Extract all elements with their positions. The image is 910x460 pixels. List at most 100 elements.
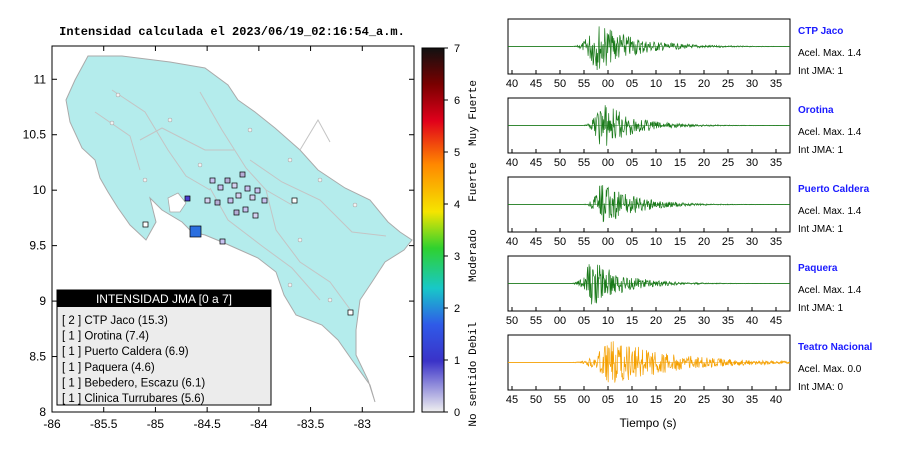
waveform-tick-label: 45 <box>530 78 542 90</box>
waveform-tick-label: 00 <box>602 157 614 169</box>
waveform-tick-label: 25 <box>722 236 734 248</box>
legend-header <box>57 290 271 307</box>
waveform-tick-label: 00 <box>578 394 590 406</box>
waveform-tick-label: 30 <box>698 315 710 327</box>
legend-title: INTENSIDAD JMA [0 a 7] <box>96 292 232 306</box>
waveform-panel: 40 45 50 55 00 05 10 15 20 25 30 35 Puerto Caldera Ac… <box>506 176 870 248</box>
station-marker <box>242 206 249 213</box>
colorbar-tick-label: 4 <box>454 199 460 211</box>
station-max-accel: Acel. Max. 1.4 <box>798 48 862 59</box>
waveform-tick-label: 45 <box>506 394 518 406</box>
waveform-tick-label: 25 <box>698 394 710 406</box>
waveform-tick-label: 55 <box>578 157 590 169</box>
colorbar-tick-label: 0 <box>454 407 460 419</box>
station-max-accel: Acel. Max. 1.4 <box>798 206 862 217</box>
waveform-tick-label: 05 <box>626 236 638 248</box>
station-marker <box>214 199 221 206</box>
station-intensity: Int JMA: 1 <box>798 224 843 235</box>
colorbar-ticks: 7 6 5 4 3 2 1 0 <box>444 43 460 419</box>
waveform-tick-label: 10 <box>626 394 638 406</box>
lat-tick-label: 10 <box>33 183 47 197</box>
waveform-panel: 40 45 50 55 00 05 10 15 20 25 30 35 CTP Jaco Acel. Ma… <box>506 18 862 90</box>
waveform-tick-label: 20 <box>698 157 710 169</box>
lat-tick-label: 9 <box>39 294 46 308</box>
colorbar-gradient <box>421 47 445 413</box>
waveform-trace <box>508 26 791 71</box>
waveform-tick-label: 30 <box>722 394 734 406</box>
intensity-colorbar: 7 6 5 4 3 2 1 0 Muy Fuerte Fuerte Moderado Debil No… <box>421 43 480 427</box>
station-ctp-jaco <box>189 225 202 238</box>
station-marker <box>261 197 268 204</box>
waveform-tick-label: 45 <box>770 315 782 327</box>
colorbar-label: No sentido <box>468 361 480 427</box>
waveform-tick-label: 35 <box>746 394 758 406</box>
waveform-tick-label: 55 <box>530 315 542 327</box>
waveform-trace <box>508 264 790 305</box>
station-marker <box>347 309 354 316</box>
waveform-tick-label: 05 <box>626 78 638 90</box>
waveform-tick-label: 45 <box>530 157 542 169</box>
waveform-tick-label: 40 <box>506 157 518 169</box>
waveform-tick-label: 45 <box>530 236 542 248</box>
colorbar-tick-label: 1 <box>454 355 460 367</box>
waveform-tick-label: 35 <box>722 315 734 327</box>
station-marker <box>244 185 251 192</box>
legend-item: [ 1 ] Orotina (7.4) <box>62 331 149 343</box>
station-name: Puerto Caldera <box>798 184 870 195</box>
legend-item: [ 1 ] Paquera (4.6) <box>62 362 155 374</box>
waveform-tick-label: 50 <box>530 394 542 406</box>
waveform-tick-label: 10 <box>650 78 662 90</box>
station-marker <box>239 171 246 178</box>
waveform-tick-label: 30 <box>746 236 758 248</box>
waveform-tick-label: 35 <box>770 157 782 169</box>
waveform-tick-label: 30 <box>746 157 758 169</box>
waveform-tick-label: 35 <box>770 236 782 248</box>
waveform-tick-label: 15 <box>626 315 638 327</box>
legend-item: [ 1 ] Bebedero, Escazu (6.1) <box>62 377 205 389</box>
waveform-tick-label: 50 <box>554 78 566 90</box>
colorbar-label: Moderado <box>468 229 480 282</box>
colorbar-tick-label: 7 <box>454 43 460 55</box>
waveform-tick-label: 05 <box>578 315 590 327</box>
town-markers <box>109 92 358 303</box>
colorbar-tick-label: 6 <box>454 95 460 107</box>
waveform-tick-label: 15 <box>674 236 686 248</box>
waveform-tick-label: 15 <box>674 78 686 90</box>
station-marker <box>291 197 298 204</box>
waveform-tick-label: 30 <box>746 78 758 90</box>
waveform-tick-label: 00 <box>554 315 566 327</box>
station-marker <box>204 197 211 204</box>
legend-items: [ 2 ] CTP Jaco (15.3) [ 1 ] Orotina (7.4)… <box>62 315 205 405</box>
lat-tick-label: 8 <box>39 405 46 419</box>
lon-tick-label: -83.5 <box>297 417 325 431</box>
province-borders <box>94 89 387 313</box>
waveform-tick-label: 55 <box>578 78 590 90</box>
lon-tick-label: -83 <box>354 417 372 431</box>
waveform-tick-label: 10 <box>650 157 662 169</box>
gulf-of-nicoya <box>167 192 187 213</box>
waveform-tick-label: 25 <box>674 315 686 327</box>
station-marker <box>209 177 216 184</box>
station-max-accel: Acel. Max. 1.4 <box>798 127 862 138</box>
time-axis-label: Tiempo (s) <box>620 416 677 430</box>
station-max-accel: Acel. Max. 1.4 <box>798 285 862 296</box>
waveform-tick-label: 10 <box>602 315 614 327</box>
waveform-panel: 50 55 00 05 10 15 20 25 30 35 40 45 Paquera Acel. Max… <box>506 255 862 327</box>
lat-tick-label: 11 <box>34 72 47 86</box>
waveform-tick-label: 15 <box>674 157 686 169</box>
station-marker <box>219 238 226 245</box>
waveform-tick-label: 00 <box>602 236 614 248</box>
lon-tick-label: -86 <box>43 417 61 431</box>
waveform-trace <box>508 341 791 383</box>
station-marker <box>235 192 242 199</box>
waveform-tick-label: 25 <box>722 78 734 90</box>
station-name: Teatro Nacional <box>798 342 872 353</box>
station-marker <box>254 187 261 194</box>
station-name: Orotina <box>798 105 834 116</box>
colorbar-label: Fuerte <box>468 162 480 202</box>
waveform-tick-label: 55 <box>578 236 590 248</box>
legend-item: [ 2 ] CTP Jaco (15.3) <box>62 315 168 327</box>
colorbar-label: Debil <box>468 322 480 355</box>
colorbar-tick-label: 3 <box>454 251 460 263</box>
